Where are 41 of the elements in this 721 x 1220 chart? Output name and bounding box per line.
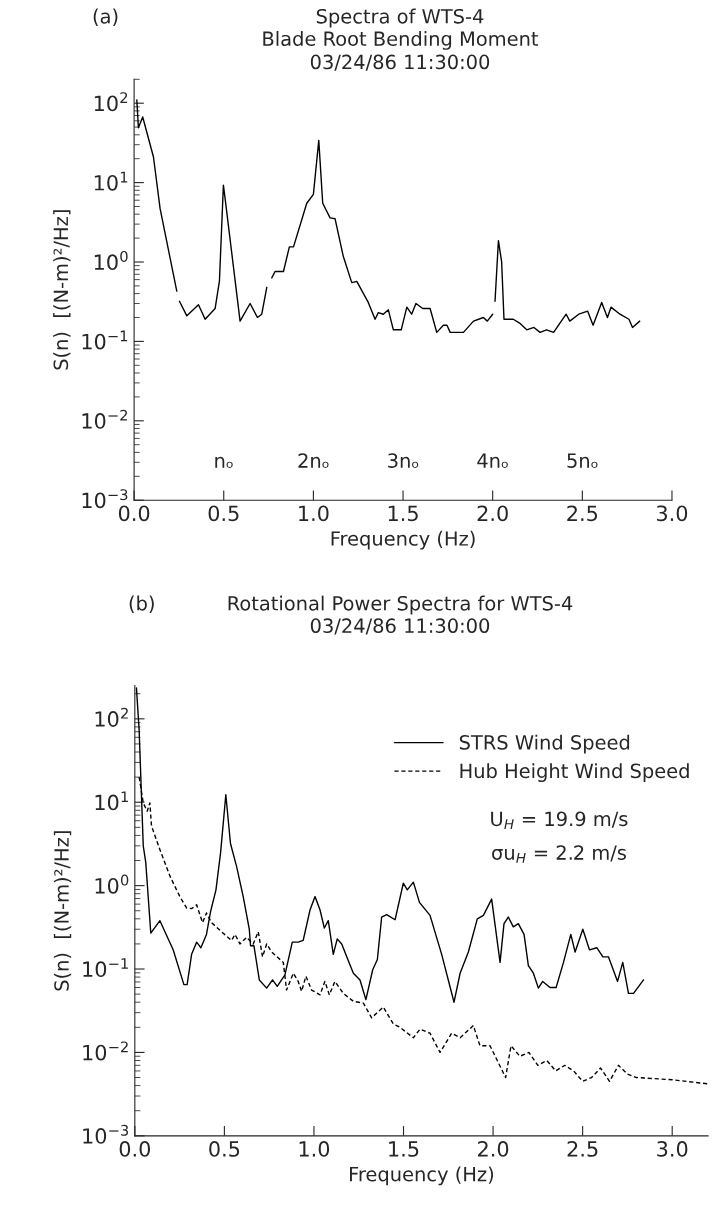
annotation: 4nₒ bbox=[477, 453, 508, 468]
chart-title: Rotational Power Spectra for WTS-4 bbox=[228, 595, 573, 615]
x-tick-label: 3.0 bbox=[656, 505, 688, 522]
annotation: 3nₒ bbox=[388, 453, 419, 468]
text: (a) bbox=[93, 8, 118, 26]
y-tick-label: 10$^{−2}$ bbox=[82, 409, 128, 429]
annotation: nₒ bbox=[215, 456, 233, 468]
text: (b) bbox=[129, 595, 154, 613]
x-tick-label: 0.5 bbox=[208, 505, 239, 522]
y-tick-label: 10$^{2}$ bbox=[95, 707, 128, 727]
x-tick-label: 1.5 bbox=[388, 505, 418, 522]
y-axis-title: S(n) [(N-m)²/Hz] bbox=[53, 210, 71, 370]
x-tick-label: 1.0 bbox=[299, 505, 329, 522]
y-tick-label: 10$^{0}$ bbox=[94, 250, 128, 271]
annotation: U$_{H}$ = 19.9 m/s bbox=[491, 811, 628, 830]
y-axis-title: S(n) [(N-m)²/Hz] bbox=[53, 831, 72, 991]
x-axis-title: Frequency (Hz) bbox=[331, 530, 475, 550]
x-tick-label: 2.5 bbox=[567, 1141, 598, 1157]
annotation: σu$_{H}$ = 2.2 m/s bbox=[492, 845, 626, 863]
y-tick-label: 10$^{−1}$ bbox=[82, 330, 128, 350]
y-tick-label: 10$^{1}$ bbox=[95, 791, 128, 811]
y-tick-label: 10$^{−2}$ bbox=[83, 1041, 128, 1061]
legend-label: Hub Height Wind Speed bbox=[460, 763, 689, 783]
chart-subtitle: 03/24/86 11:30:00 bbox=[310, 618, 490, 635]
y-tick-label: 10$^{2}$ bbox=[94, 92, 128, 112]
legend-label: STRS Wind Speed bbox=[459, 734, 630, 754]
x-axis-title: Frequency (Hz) bbox=[350, 1166, 494, 1186]
x-tick-label: 2.0 bbox=[477, 505, 508, 522]
chart-title: Spectra of WTS-4 bbox=[316, 8, 484, 28]
y-tick-label: 10$^{0}$ bbox=[95, 874, 129, 894]
x-tick-label: 1.5 bbox=[389, 1141, 419, 1157]
x-tick-label: 1.0 bbox=[299, 1141, 330, 1157]
x-tick-label: 2.5 bbox=[567, 505, 598, 522]
x-tick-label: 0.5 bbox=[209, 1141, 240, 1157]
y-tick-label: 10$^{−1}$ bbox=[83, 958, 128, 978]
x-tick-label: 3.0 bbox=[657, 1141, 688, 1157]
y-tick-label: 10$^{1}$ bbox=[94, 171, 128, 191]
x-tick-label: 2.0 bbox=[478, 1141, 509, 1157]
chart-subtitle: Blade Root Bending Moment 03/24/86 11:30:00 bbox=[263, 31, 539, 71]
annotation: 2nₒ bbox=[298, 453, 329, 468]
annotation: 5nₒ bbox=[567, 453, 598, 468]
